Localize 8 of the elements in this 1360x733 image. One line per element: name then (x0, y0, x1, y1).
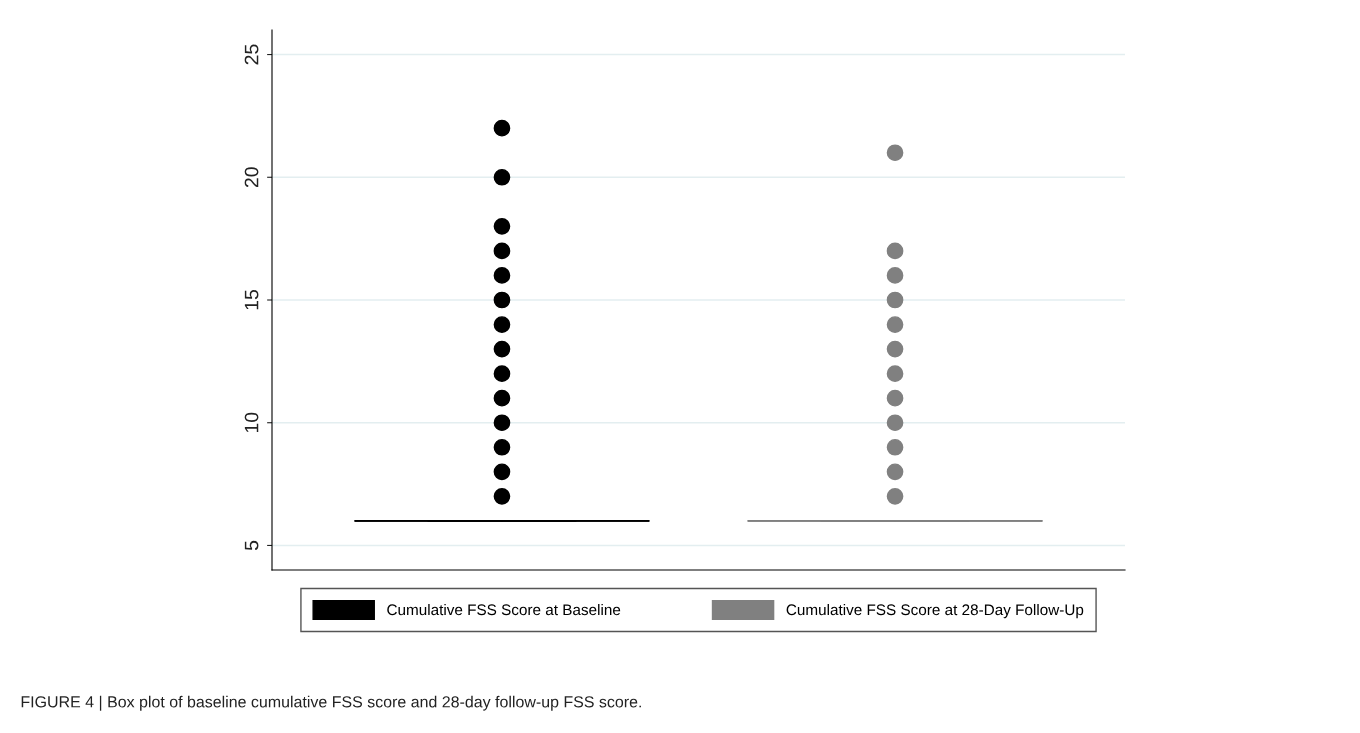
y-tick-label: 10 (244, 412, 259, 433)
y-tick-label: 15 (244, 290, 259, 310)
legend-label: Cumulative FSS Score at 28-Day Follow-Up (786, 603, 1084, 619)
legend-label: Cumulative FSS Score at Baseline (387, 603, 621, 616)
y-tick-label: 5 (244, 540, 259, 551)
y-tick-label: 20 (244, 167, 259, 188)
y-tick-label: 25 (244, 44, 259, 65)
caption: FIGURE 4 | Box plot of baseline cumulative FSS score and 28-day follow-up FSS score. (21, 695, 641, 711)
